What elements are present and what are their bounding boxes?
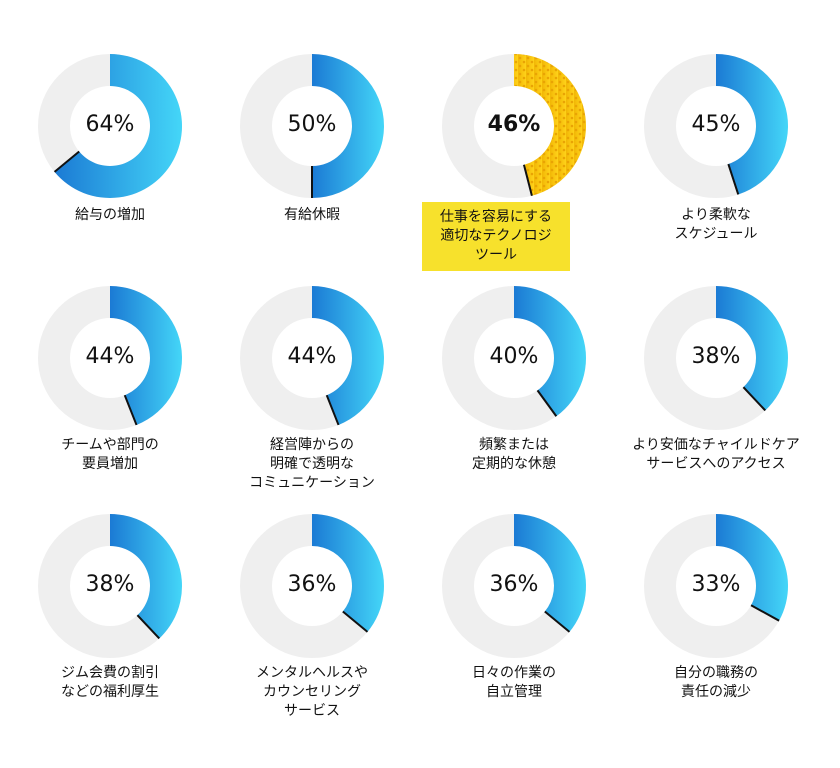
- percentage-label: 45%: [691, 112, 741, 137]
- donut-value-arc: [312, 286, 384, 425]
- category-label-line: 日々の作業の: [472, 665, 556, 681]
- donut-value-arc: [716, 514, 788, 621]
- category-label-line: 有給休暇: [284, 207, 340, 223]
- percentage-label: 36%: [287, 572, 337, 597]
- category-label-line: 明確で透明な: [270, 456, 354, 472]
- donut-item: 38% より安価なチャイルドケア サービスへのアクセス: [616, 272, 816, 472]
- percentage-label: 33%: [691, 572, 741, 597]
- donut-item: 40% 頻繁または定期的な休憩: [414, 272, 614, 472]
- category-label-line: ジム会費の割引: [61, 665, 159, 681]
- category-label: 経営陣からの 明確で透明なコミュニケーション: [222, 436, 402, 493]
- donut-item: 46% 仕事を容易にする 適切なテクノロジ ツール: [414, 40, 614, 271]
- donut-chart: [644, 54, 788, 198]
- donut-chart: [644, 514, 788, 658]
- percentage-label: 50%: [287, 112, 337, 137]
- donut-chart: [38, 286, 183, 430]
- donut-chart: [442, 54, 587, 198]
- category-label-line: 定期的な休憩: [472, 456, 556, 472]
- donut-value-arc: [312, 54, 384, 198]
- category-label: 仕事を容易にする 適切なテクノロジ ツール: [422, 202, 570, 271]
- donut-end-tick: [522, 164, 533, 196]
- donut-value-arc: [312, 514, 384, 632]
- donut-value-arc: [110, 514, 183, 639]
- category-label: 日々の作業の 自立管理: [424, 664, 604, 702]
- percentage-label: 64%: [85, 112, 135, 137]
- category-label: ジム会費の割引 などの福利厚生: [20, 664, 200, 702]
- donut-chart: [442, 286, 586, 430]
- percentage-label: 40%: [489, 344, 539, 369]
- donut-end-tick: [123, 394, 138, 426]
- donut-value-arc: [514, 514, 586, 632]
- category-label-line: 給与の増加: [75, 207, 145, 223]
- donut-item: 64% 給与の増加: [10, 40, 210, 240]
- category-label: チームや部門の 要員増加: [20, 436, 200, 474]
- donut-end-tick: [342, 610, 369, 633]
- percentage-label: 46%: [487, 112, 541, 137]
- donut-item: 44% 経営陣からの 明確で透明なコミュニケーション: [212, 272, 412, 491]
- category-label-line: 適切なテクノロジ: [440, 228, 552, 244]
- donut-chart: [38, 54, 182, 198]
- percentage-label: 44%: [287, 344, 337, 369]
- donut-value-arc: [716, 286, 788, 411]
- donut-value-arc: [514, 54, 587, 196]
- category-label-line: カウンセリング: [263, 684, 361, 700]
- donut-chart: [240, 54, 384, 198]
- category-label: より柔軟なスケジュール: [626, 206, 806, 244]
- donut-end-tick: [544, 610, 571, 633]
- category-label-line: より柔軟な: [681, 207, 751, 223]
- percentage-label: 36%: [489, 572, 539, 597]
- category-label-line: ツール: [475, 247, 517, 263]
- donut-chart: [442, 514, 586, 658]
- donut-item: 44% チームや部門の 要員増加: [10, 272, 210, 472]
- category-label-line: 仕事を容易にする: [439, 209, 553, 225]
- donut-item: 38% ジム会費の割引 などの福利厚生: [10, 500, 210, 700]
- category-label-line: 要員増加: [82, 456, 138, 472]
- category-label-line: スケジュール: [674, 226, 758, 242]
- donut-item: 33% 自分の職務の 責任の減少: [616, 500, 816, 700]
- category-label-line: などの福利厚生: [61, 684, 159, 700]
- donut-item: 45% より柔軟なスケジュール: [616, 40, 816, 242]
- category-label: メンタルヘルスや カウンセリング サービス: [222, 664, 402, 721]
- donut-end-tick: [536, 389, 558, 417]
- category-label-line: 自立管理: [486, 684, 542, 700]
- donut-value-arc: [54, 54, 182, 198]
- category-label-line: メンタルヘルスや: [256, 665, 368, 681]
- donut-end-tick: [727, 163, 740, 195]
- donut-value-arc: [110, 286, 183, 425]
- category-label-line: 頻繁または: [479, 437, 549, 453]
- donut-chart: [240, 286, 384, 430]
- donut-chart: [644, 286, 788, 430]
- donut-item: 36% メンタルヘルスや カウンセリング サービス: [212, 500, 412, 719]
- donut-end-tick: [136, 614, 161, 640]
- category-label: 給与の増加: [20, 206, 200, 225]
- donut-chart: [240, 514, 384, 658]
- donut-item: 50% 有給休暇: [212, 40, 412, 240]
- category-label-line: コミュニケーション: [249, 475, 375, 491]
- donut-item: 36% 日々の作業の 自立管理: [414, 500, 614, 700]
- category-label-line: チームや部門の: [61, 437, 159, 453]
- category-label-line: 自分の職務の: [674, 665, 758, 681]
- category-label: より安価なチャイルドケア サービスへのアクセス: [626, 436, 806, 474]
- category-label: 有給休暇: [222, 206, 402, 225]
- donut-end-tick: [325, 394, 340, 426]
- category-label: 頻繁または定期的な休憩: [424, 436, 604, 474]
- donut-end-tick: [750, 604, 780, 622]
- donut-end-tick: [53, 150, 80, 173]
- donut-value-arc: [514, 286, 586, 417]
- category-label-line: サービス: [284, 703, 340, 719]
- category-label-line: 経営陣からの: [270, 437, 354, 453]
- category-label-line: 責任の減少: [681, 684, 751, 700]
- category-label-line: サービスへのアクセス: [646, 456, 786, 472]
- donut-chart: [38, 514, 183, 658]
- donut-value-arc: [716, 54, 788, 195]
- percentage-label: 38%: [85, 572, 135, 597]
- percentage-label: 44%: [85, 344, 135, 369]
- donut-end-tick: [742, 386, 767, 412]
- category-label-line: より安価なチャイルドケア: [632, 437, 800, 453]
- category-label: 自分の職務の 責任の減少: [626, 664, 806, 702]
- percentage-label: 38%: [691, 344, 741, 369]
